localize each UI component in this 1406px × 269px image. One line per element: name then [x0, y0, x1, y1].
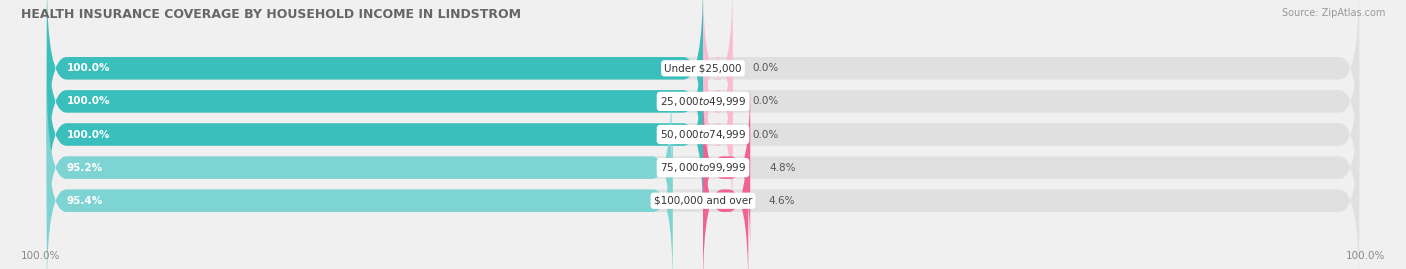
- FancyBboxPatch shape: [703, 113, 748, 269]
- Text: 100.0%: 100.0%: [21, 251, 60, 261]
- FancyBboxPatch shape: [46, 113, 673, 269]
- FancyBboxPatch shape: [46, 13, 1360, 189]
- FancyBboxPatch shape: [46, 47, 1360, 222]
- FancyBboxPatch shape: [703, 80, 751, 256]
- Text: 100.0%: 100.0%: [66, 63, 110, 73]
- Text: $25,000 to $49,999: $25,000 to $49,999: [659, 95, 747, 108]
- Text: 0.0%: 0.0%: [752, 63, 779, 73]
- FancyBboxPatch shape: [46, 80, 1360, 256]
- FancyBboxPatch shape: [46, 0, 703, 156]
- Text: HEALTH INSURANCE COVERAGE BY HOUSEHOLD INCOME IN LINDSTROM: HEALTH INSURANCE COVERAGE BY HOUSEHOLD I…: [21, 8, 522, 21]
- FancyBboxPatch shape: [46, 13, 703, 189]
- FancyBboxPatch shape: [46, 47, 703, 222]
- Text: 4.8%: 4.8%: [770, 162, 796, 173]
- FancyBboxPatch shape: [703, 13, 733, 189]
- FancyBboxPatch shape: [46, 113, 1360, 269]
- Text: 0.0%: 0.0%: [752, 96, 779, 107]
- Text: 95.2%: 95.2%: [66, 162, 103, 173]
- Text: 100.0%: 100.0%: [66, 96, 110, 107]
- Text: $100,000 and over: $100,000 and over: [654, 196, 752, 206]
- Text: $50,000 to $74,999: $50,000 to $74,999: [659, 128, 747, 141]
- FancyBboxPatch shape: [703, 47, 733, 222]
- Text: Under $25,000: Under $25,000: [664, 63, 742, 73]
- Text: 0.0%: 0.0%: [752, 129, 779, 140]
- Text: 4.6%: 4.6%: [768, 196, 794, 206]
- FancyBboxPatch shape: [46, 0, 1360, 156]
- Text: 100.0%: 100.0%: [66, 129, 110, 140]
- Text: $75,000 to $99,999: $75,000 to $99,999: [659, 161, 747, 174]
- Text: Source: ZipAtlas.com: Source: ZipAtlas.com: [1281, 8, 1385, 18]
- FancyBboxPatch shape: [46, 80, 672, 256]
- Text: 95.4%: 95.4%: [66, 196, 103, 206]
- Text: 100.0%: 100.0%: [1346, 251, 1385, 261]
- FancyBboxPatch shape: [703, 0, 733, 156]
